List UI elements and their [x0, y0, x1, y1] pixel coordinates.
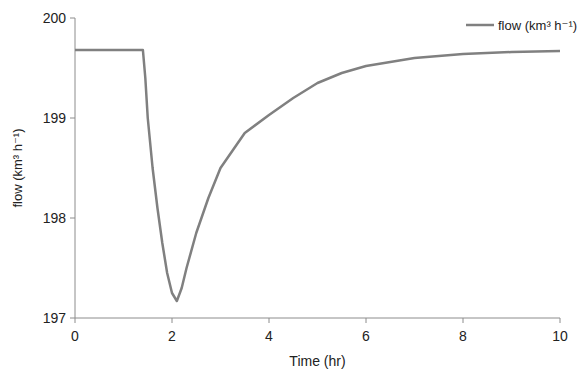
- x-tick: [269, 318, 270, 323]
- y-tick-label: 199: [43, 110, 67, 126]
- x-tick-label: 6: [362, 328, 370, 344]
- x-tick-label: 8: [459, 328, 467, 344]
- line-series: [75, 50, 560, 301]
- x-tick-label: 10: [552, 328, 568, 344]
- x-tick: [172, 318, 173, 323]
- x-tick: [75, 318, 76, 323]
- x-tick-label: 4: [265, 328, 273, 344]
- y-tick: [70, 318, 75, 319]
- x-tick-label: 0: [71, 328, 79, 344]
- x-axis-label: Time (hr): [289, 353, 345, 369]
- y-tick-label: 200: [43, 10, 67, 26]
- y-axis-label: flow (km³ h⁻¹): [10, 128, 25, 207]
- y-tick: [70, 18, 75, 19]
- x-axis-line: [75, 318, 560, 319]
- y-tick: [70, 118, 75, 119]
- y-axis-line: [75, 18, 76, 318]
- legend-label: flow (km³ h⁻¹): [498, 18, 577, 33]
- plot-area: [75, 50, 560, 301]
- y-tick-label: 197: [43, 310, 67, 326]
- x-tick: [560, 318, 561, 323]
- y-tick: [70, 218, 75, 219]
- x-tick: [463, 318, 464, 323]
- x-tick: [366, 318, 367, 323]
- y-tick-label: 198: [43, 210, 67, 226]
- chart: 197 198 199 200 0 2 4 6 8 10 Time (hr) flow (km³ h⁻…: [0, 0, 585, 379]
- x-tick-label: 2: [168, 328, 176, 344]
- legend-swatch: [466, 24, 494, 27]
